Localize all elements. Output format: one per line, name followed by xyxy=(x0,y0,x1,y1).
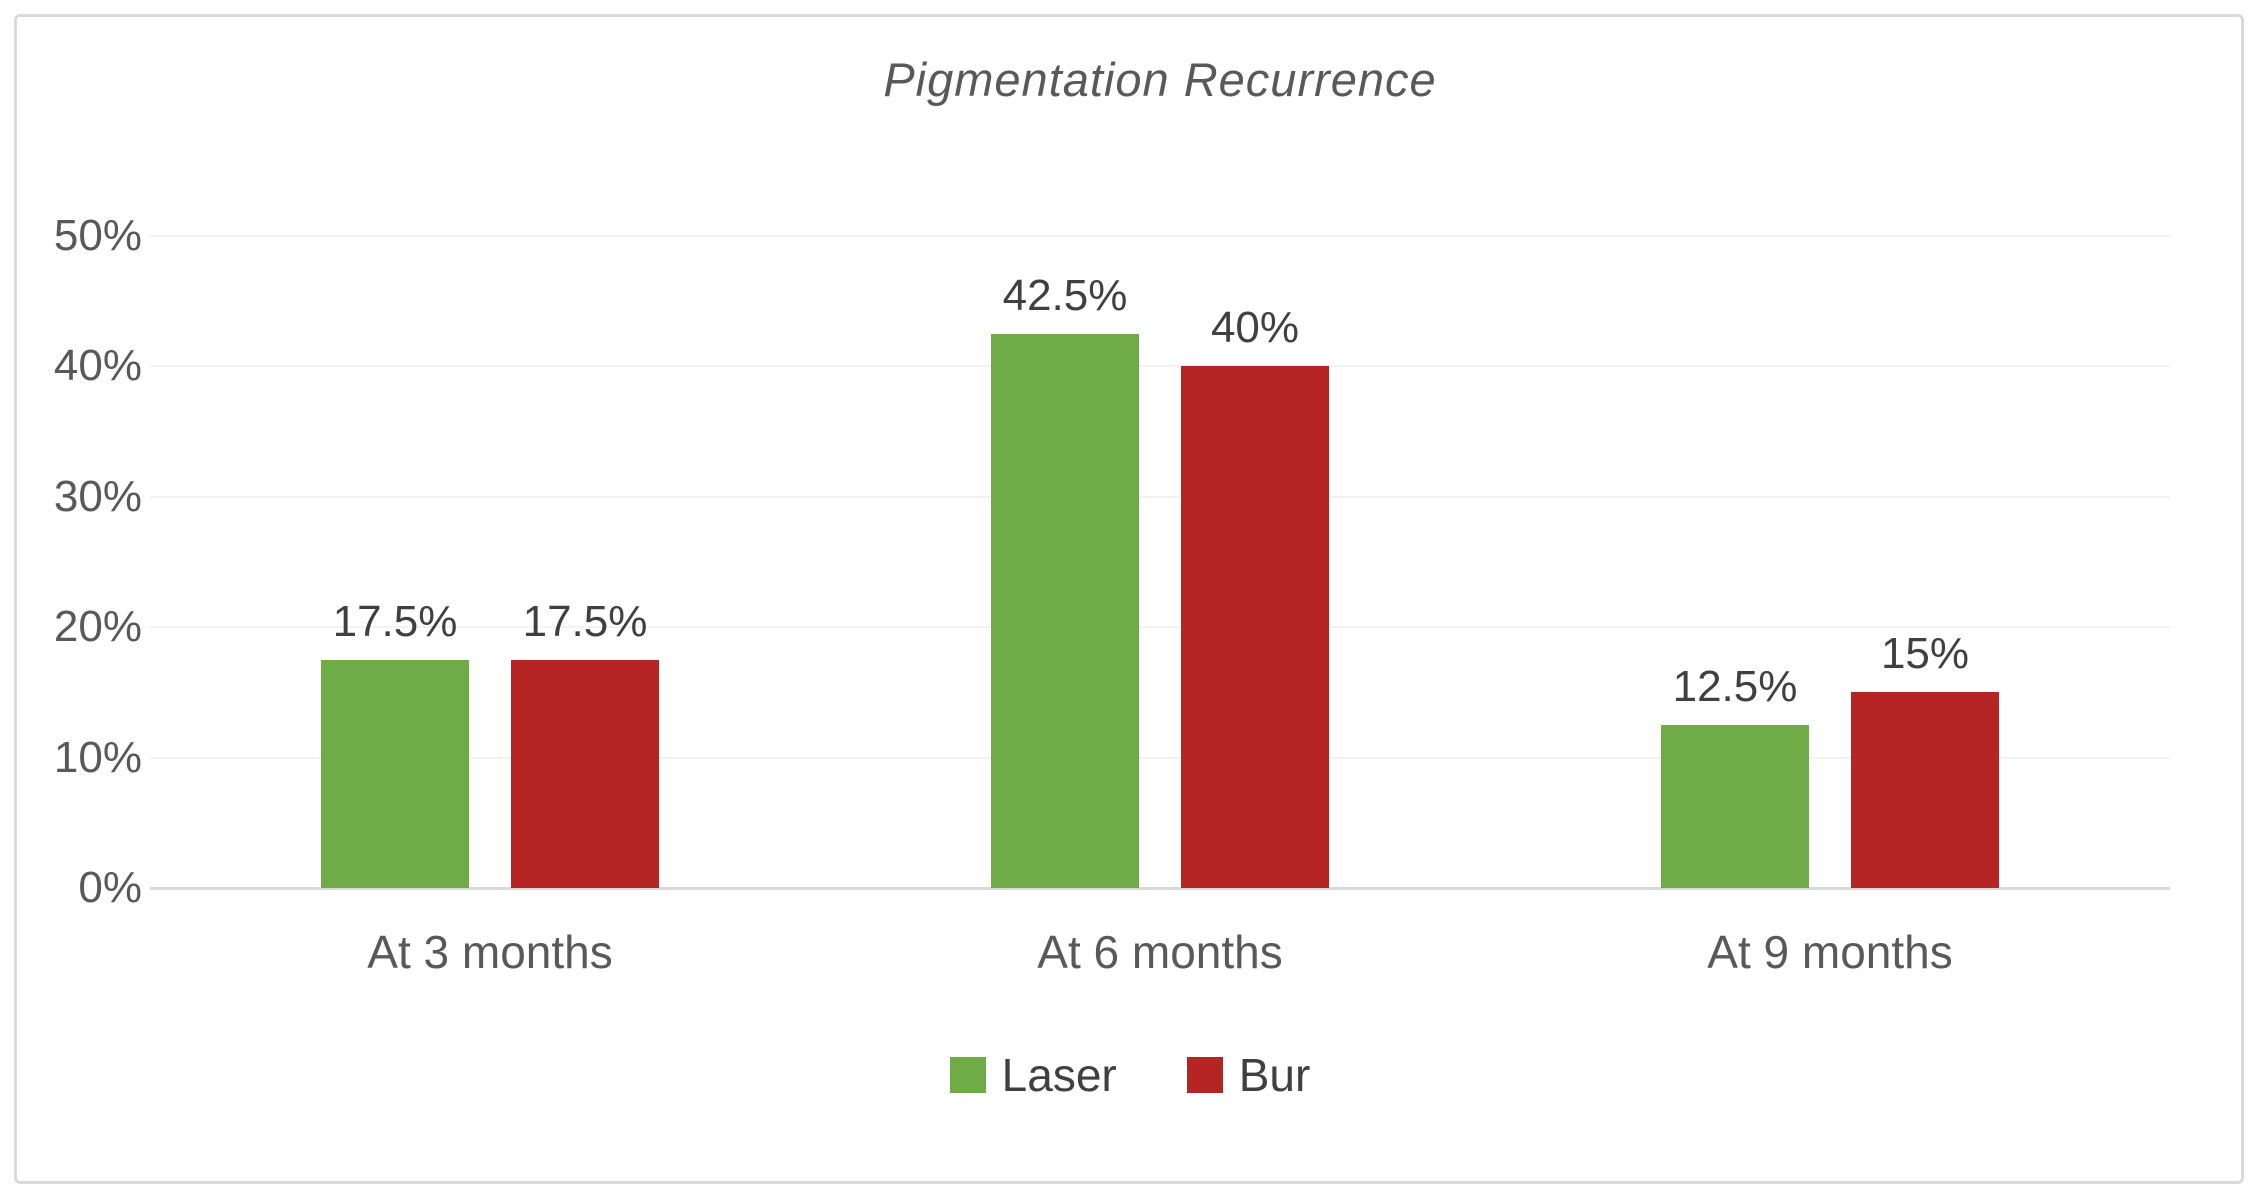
y-axis-tick-label: 40% xyxy=(53,341,142,391)
y-axis-tick-label: 50% xyxy=(53,211,142,260)
bar-bur-at-3-months xyxy=(511,659,659,888)
legend-item-laser: Laser xyxy=(949,1048,1117,1102)
x-axis-category-label: At 6 months xyxy=(1037,926,1283,978)
y-axis-tick-label: 20% xyxy=(53,602,142,652)
bar-value-label: 17.5% xyxy=(332,596,458,646)
legend-item-bur: Bur xyxy=(1186,1048,1311,1102)
bar-value-label: 17.5% xyxy=(522,596,648,646)
chart-title: Pigmentation Recurrence xyxy=(883,53,1437,106)
bar-laser-at-3-months xyxy=(321,659,469,888)
x-axis-category-label: At 9 months xyxy=(1707,926,1953,978)
gridline-40 xyxy=(150,365,2170,368)
legend: Laser Bur xyxy=(0,1048,2260,1102)
legend-label: Laser xyxy=(1001,1049,1117,1101)
gridline-30 xyxy=(150,495,2170,498)
bar-bur-at-6-months xyxy=(1181,366,1329,888)
bar-bur-at-9-months xyxy=(1851,692,1999,888)
x-axis-category-label: At 3 months xyxy=(367,926,613,978)
gridline-20 xyxy=(150,626,2170,629)
y-axis-tick-label: 10% xyxy=(53,732,142,782)
y-axis-tick-label: 0% xyxy=(78,863,142,912)
bar-value-label: 42.5% xyxy=(1002,270,1128,320)
x-axis-line xyxy=(150,887,2170,890)
bar-laser-at-6-months xyxy=(991,333,1139,888)
gridline-10 xyxy=(150,756,2170,759)
gridline-50 xyxy=(150,235,2170,237)
y-axis-tick-label: 30% xyxy=(53,471,142,521)
legend-swatch-icon xyxy=(1186,1057,1223,1093)
legend-swatch-icon xyxy=(949,1057,986,1093)
bar-value-label: 40% xyxy=(1210,303,1300,353)
bar-value-label: 15% xyxy=(1880,629,1970,679)
bar-value-label: 12.5% xyxy=(1672,662,1798,711)
bar-laser-at-9-months xyxy=(1661,725,1809,888)
legend-label: Bur xyxy=(1238,1049,1311,1101)
